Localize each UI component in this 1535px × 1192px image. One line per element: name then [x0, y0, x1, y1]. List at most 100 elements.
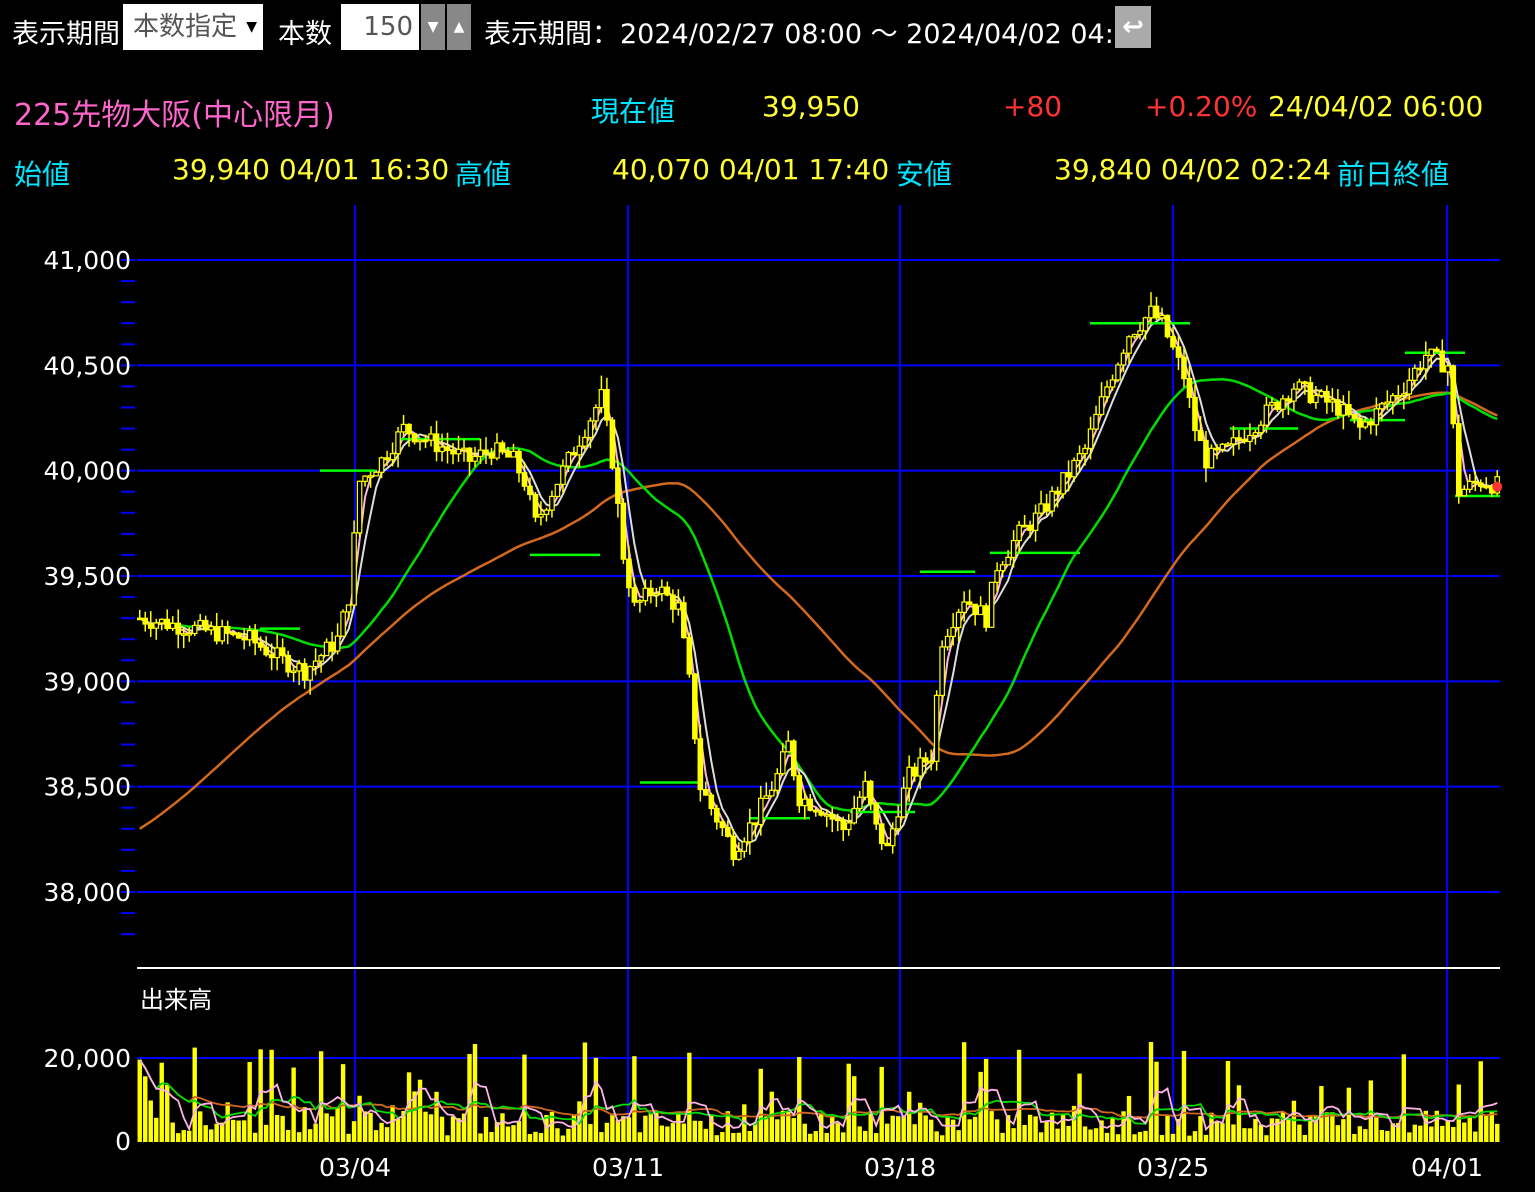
candle-body [164, 618, 171, 630]
count-increment-button[interactable]: ▲ [447, 4, 471, 50]
volume-bar [709, 1114, 714, 1142]
candle-body [378, 457, 385, 473]
volume-bar [1280, 1111, 1286, 1142]
volume-bar [302, 1107, 307, 1142]
volume-label: 出来高 [140, 986, 212, 1014]
candle-body [461, 447, 467, 451]
volume-bar [571, 1115, 577, 1142]
low-value: 39,840 04/02 02:24 [1054, 153, 1332, 186]
volume-bar [516, 1121, 522, 1142]
candle-body [1439, 350, 1446, 373]
candle-body [648, 587, 654, 596]
volume-bar [1484, 1115, 1489, 1142]
candle-body [477, 449, 484, 458]
volume-bar [1253, 1118, 1258, 1142]
vol-y-tick-label: 0 [115, 1127, 131, 1156]
candle-body [521, 472, 528, 487]
return-arrow-icon[interactable]: ↩ [1115, 6, 1151, 48]
volume-bar [1154, 1061, 1159, 1142]
candle-body [917, 757, 923, 777]
volume-bar [1093, 1128, 1099, 1142]
candle-body [323, 641, 330, 657]
y-tick-label: 40,500 [44, 351, 131, 380]
volume-bar [582, 1042, 588, 1142]
volume-bar [983, 1058, 989, 1142]
volume-bar [1429, 1126, 1434, 1142]
candle-body [774, 773, 781, 791]
volume-bar [1033, 1116, 1038, 1142]
candle-body [455, 448, 462, 455]
volume-bar [335, 1107, 340, 1142]
candle-body [208, 626, 214, 631]
candle-body [631, 587, 638, 603]
mode-select[interactable]: 本数指定 ▼ [123, 4, 263, 50]
x-tick-label: 03/18 [864, 1153, 936, 1182]
volume-bar [417, 1079, 423, 1142]
candle-body [670, 594, 676, 610]
candle-body [725, 826, 731, 837]
volume-bar [439, 1116, 445, 1142]
volume-bar [643, 1115, 648, 1142]
volume-bar [764, 1116, 769, 1142]
candle-body [878, 823, 885, 845]
candle-body [1466, 480, 1473, 490]
candle-body [829, 814, 836, 820]
volume-bar [714, 1135, 720, 1142]
volume-bar [890, 1115, 895, 1142]
volume-bar [1044, 1121, 1049, 1142]
candle-body [757, 797, 764, 826]
candle-body [1153, 305, 1160, 319]
candle-body [1016, 524, 1022, 542]
volume-bar [1203, 1134, 1209, 1142]
candle-body [1076, 453, 1083, 462]
candle-body [1225, 443, 1231, 447]
volume-bar [176, 1133, 181, 1142]
volume-bar [819, 1113, 824, 1142]
candle-body [527, 485, 533, 496]
candle-body [856, 796, 863, 810]
volume-bar [1467, 1115, 1472, 1142]
candle-body [565, 451, 572, 467]
volume-bar [1126, 1095, 1132, 1142]
volume-bar [615, 1119, 621, 1142]
candle-body [604, 388, 610, 421]
volume-bar [500, 1113, 505, 1142]
chevron-down-icon: ▼ [246, 19, 257, 35]
change-value: +80 [1003, 90, 1063, 123]
volume-bar [527, 1133, 533, 1142]
volume-bar [351, 1121, 357, 1142]
volume-bar [450, 1116, 456, 1142]
volume-bar [252, 1132, 258, 1142]
volume-bar [1396, 1123, 1401, 1142]
volume-bar [1242, 1128, 1247, 1142]
volume-bar [1335, 1125, 1341, 1142]
candle-body [488, 452, 495, 459]
candle-body [180, 633, 187, 636]
candle-body [1252, 432, 1259, 437]
candle-body [252, 629, 258, 644]
candle-body [268, 654, 275, 659]
count-decrement-button[interactable]: ▼ [421, 4, 445, 50]
count-input[interactable] [341, 4, 419, 50]
candle-body [356, 480, 363, 534]
candle-body [812, 809, 819, 813]
volume-bar [428, 1114, 434, 1142]
volume-bar [802, 1123, 807, 1142]
candle-body [681, 602, 687, 639]
volume-bar [703, 1128, 709, 1142]
candle-body [417, 439, 423, 443]
ma-mid-line [139, 378, 1498, 812]
mode-select-value: 本数指定 [133, 12, 238, 42]
volume-bar [1374, 1117, 1379, 1142]
last-price-marker [1492, 481, 1503, 492]
volume-bar [791, 1118, 796, 1142]
volume-bar [1011, 1128, 1016, 1142]
candle-body [1038, 503, 1044, 514]
ma-white-line [139, 316, 1498, 845]
volume-bar [368, 1112, 373, 1142]
candle-body [659, 586, 665, 595]
candle-body [1104, 386, 1110, 398]
candle-body [1087, 428, 1094, 450]
volume-bar [885, 1123, 890, 1142]
candle-body [609, 419, 616, 469]
